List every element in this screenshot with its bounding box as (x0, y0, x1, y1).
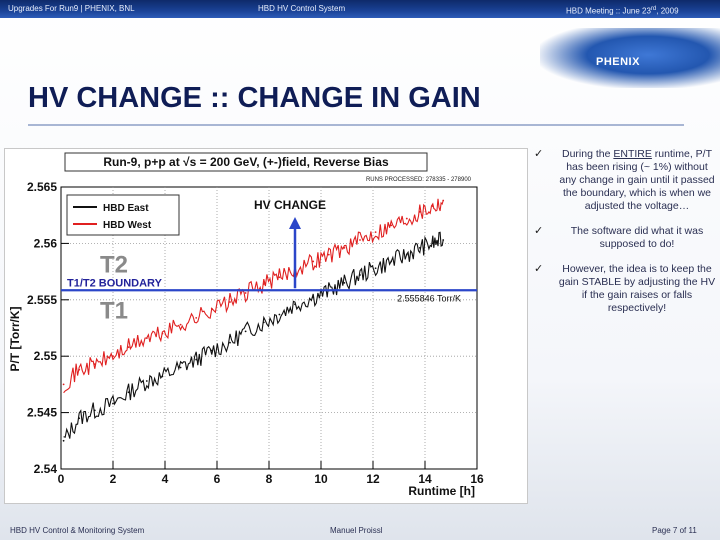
x-tick-label: 0 (58, 472, 65, 486)
bullet-item: ✓ However, the idea is to keep the gain … (534, 263, 716, 314)
slide-title: HV CHANGE :: CHANGE IN GAIN (28, 82, 481, 114)
y-tick-label: 2.54 (34, 462, 58, 476)
logo-band (540, 28, 720, 88)
runs-processed-label: RUNS PROCESSED: 278335 - 278900 (366, 177, 472, 183)
bullet-list: ✓ During the ENTIRE runtime, P/T has bee… (530, 148, 716, 327)
boundary-label: T1/T2 BOUNDARY (67, 277, 163, 289)
data-point (343, 281, 346, 284)
legend-box (66, 194, 180, 236)
x-tick-label: 10 (314, 472, 328, 486)
data-point (442, 239, 445, 241)
bullet-item: ✓ During the ENTIRE runtime, P/T has bee… (534, 148, 715, 212)
region-t2-label: T2 (100, 251, 128, 278)
data-point (127, 346, 130, 349)
data-point (229, 341, 231, 344)
data-point (278, 276, 281, 279)
legend-entry: HBD East (103, 203, 149, 214)
x-tick-label: 8 (266, 472, 273, 486)
pt-chart: Run-9, p+p at √s = 200 GeV, (+-)field, R… (4, 148, 528, 504)
data-point (210, 349, 213, 352)
chart-title-box (64, 152, 428, 172)
hv-change-label: HV CHANGE (254, 198, 326, 212)
boundary-readout: 2.555846 Torr/K (397, 293, 461, 303)
data-point (210, 307, 213, 310)
data-point (418, 210, 421, 213)
data-point (179, 366, 182, 369)
phenix-logo: PHENIX (596, 56, 640, 68)
data-point (262, 283, 265, 285)
data-point (327, 253, 330, 256)
x-tick-label: 2 (110, 472, 117, 486)
checkmark-icon: ✓ (534, 263, 544, 275)
data-point (161, 375, 164, 378)
header-bar: Upgrades For Run9 | PHENIX, BNL HBD HV C… (0, 0, 720, 18)
y-tick-label: 2.545 (27, 406, 57, 420)
x-tick-label: 6 (214, 472, 221, 486)
emphasis-entire: ENTIRE (613, 148, 652, 160)
data-point (442, 199, 445, 202)
x-tick-label: 12 (366, 472, 380, 486)
data-point (359, 239, 361, 241)
data-point (294, 303, 296, 306)
data-point (112, 402, 114, 405)
y-tick-label: 2.56 (34, 236, 58, 250)
data-point (112, 355, 114, 358)
data-point (390, 224, 393, 227)
data-point (62, 439, 65, 442)
footer-left: HBD HV Control & Monitoring System (10, 526, 145, 535)
data-point (229, 301, 231, 303)
data-point (312, 260, 315, 263)
data-point (127, 391, 130, 394)
hv-change-arrow-head (289, 217, 301, 229)
data-point (343, 247, 346, 249)
data-point (244, 292, 247, 294)
data-point (278, 313, 281, 316)
data-point (431, 205, 434, 208)
checkmark-icon: ✓ (534, 148, 544, 160)
data-point (161, 332, 164, 335)
data-point (93, 409, 96, 412)
data-point (179, 323, 182, 326)
x-tick-label: 14 (418, 472, 432, 486)
bullet-item: ✓ The software did what it was supposed … (534, 225, 704, 250)
data-point (405, 217, 408, 220)
data-point (244, 330, 247, 333)
footer-page-number: Page 7 of 11 (652, 526, 697, 535)
chart-svg: Run-9, p+p at √s = 200 GeV, (+-)field, R… (8, 152, 484, 498)
x-axis-label: Runtime [h] (408, 484, 475, 498)
data-point (390, 260, 393, 263)
y-axis-label: P/T [Torr/K] (8, 306, 22, 371)
x-tick-label: 4 (162, 472, 169, 486)
x-tick-label: 16 (470, 472, 484, 486)
series-line-hbd-west (63, 198, 444, 394)
data-point (431, 242, 434, 245)
header-right: HBD Meeting :: June 23rd, 2009 (566, 6, 679, 16)
y-tick-label: 2.555 (27, 293, 57, 307)
data-point (145, 337, 148, 340)
data-point (359, 274, 361, 276)
data-point (93, 363, 96, 365)
region-t1-label: T1 (100, 297, 128, 324)
data-point (418, 247, 421, 249)
checkmark-icon: ✓ (534, 225, 544, 237)
data-point (62, 383, 65, 386)
footer-center: Manuel Proissl (330, 526, 383, 535)
data-point (78, 417, 81, 420)
header-center: HBD HV Control System (258, 4, 346, 13)
data-point (78, 368, 81, 371)
data-point (195, 316, 198, 319)
chart-title: Run-9, p+p at √s = 200 GeV, (+-)field, R… (103, 155, 389, 169)
data-point (262, 321, 265, 324)
data-point (374, 231, 377, 234)
y-tick-label: 2.55 (34, 349, 58, 363)
data-point (195, 358, 198, 361)
data-point (145, 380, 148, 382)
data-point (405, 253, 408, 256)
legend-entry: HBD West (103, 220, 152, 231)
header-left: Upgrades For Run9 | PHENIX, BNL (8, 4, 135, 13)
title-divider (28, 124, 684, 126)
y-tick-label: 2.565 (27, 180, 57, 194)
data-point (374, 267, 377, 270)
data-point (312, 296, 315, 299)
